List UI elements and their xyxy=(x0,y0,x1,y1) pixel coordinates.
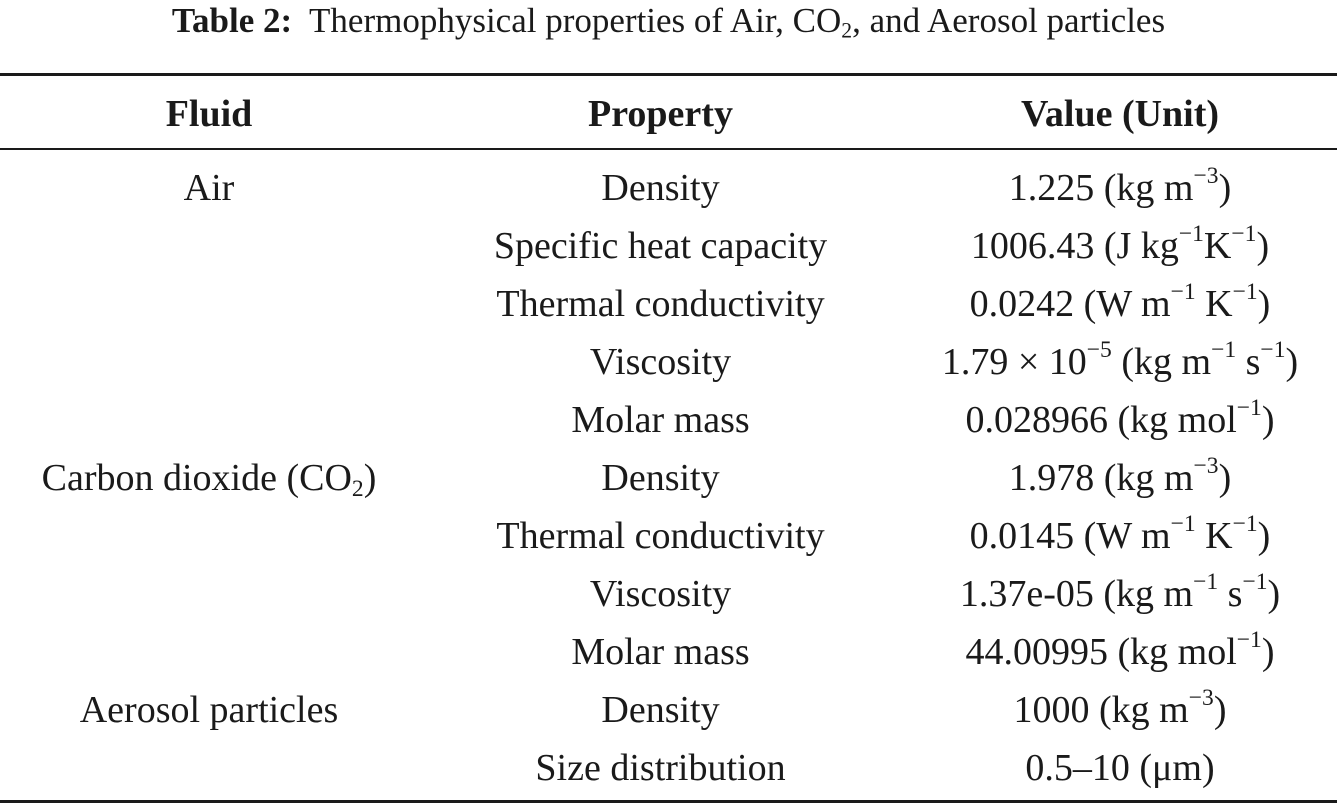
cell-value: 0.0242 (W m−1 K−1) xyxy=(969,279,1271,325)
table-row: Carbon dioxide (CO2) Density 1.978 (kg m−3… xyxy=(0,449,1337,507)
cell-value: 44.00995 (kg mol−1) xyxy=(965,627,1275,673)
header-property: Property xyxy=(588,93,733,135)
table-row: Thermal conductivity 0.0145 (W m−1 K−1) xyxy=(0,507,1337,565)
table-row: Viscosity 1.79 × 10−5 (kg m−1 s−1) xyxy=(0,333,1337,391)
cell-value: 0.028966 (kg mol−1) xyxy=(965,395,1275,441)
cell-value: 0.0145 (W m−1 K−1) xyxy=(969,511,1271,557)
header-value: Value (Unit) xyxy=(1020,93,1220,135)
table-row: Specific heat capacity 1006.43 (J kg−1K−1… xyxy=(0,217,1337,275)
cell-property: Viscosity xyxy=(589,341,732,383)
cell-value: 1.37e-05 (kg m−1 s−1) xyxy=(959,569,1281,615)
cell-value: 0.5–10 (μm) xyxy=(1025,747,1215,789)
cell-fluid: Air xyxy=(183,167,235,209)
cell-fluid: Carbon dioxide (CO2) xyxy=(41,457,377,502)
cell-value: 1006.43 (J kg−1K−1) xyxy=(970,221,1270,267)
table-row: Molar mass 44.00995 (kg mol−1) xyxy=(0,623,1337,681)
cell-value: 1.225 (kg m−3) xyxy=(1008,163,1232,209)
top-rule xyxy=(0,73,1337,76)
table-row: Molar mass 0.028966 (kg mol−1) xyxy=(0,391,1337,449)
cell-property: Thermal conductivity xyxy=(496,515,825,557)
cell-property: Thermal conductivity xyxy=(496,283,825,325)
cell-property: Molar mass xyxy=(571,631,750,673)
cell-property: Specific heat capacity xyxy=(493,225,828,267)
cell-value: 1.978 (kg m−3) xyxy=(1008,453,1232,499)
table-row: Size distribution 0.5–10 (μm) xyxy=(0,739,1337,797)
cell-property: Density xyxy=(601,689,720,731)
cell-fluid: Aerosol particles xyxy=(79,689,339,731)
cell-property: Molar mass xyxy=(571,399,750,441)
cell-property: Density xyxy=(601,457,720,499)
table-row: Aerosol particles Density 1000 (kg m−3) xyxy=(0,681,1337,739)
table-caption: Table 2: Thermophysical properties of Ai… xyxy=(0,0,1337,42)
table-caption-label: Table 2: xyxy=(171,1,293,40)
table-row: Viscosity 1.37e-05 (kg m−1 s−1) xyxy=(0,565,1337,623)
cell-value: 1.79 × 10−5 (kg m−1 s−1) xyxy=(941,337,1299,383)
cell-property: Size distribution xyxy=(535,747,786,789)
cell-property: Viscosity xyxy=(589,573,732,615)
cell-value: 1000 (kg m−3) xyxy=(1013,685,1227,731)
table-row: Air Density 1.225 (kg m−3) xyxy=(0,159,1337,217)
cell-property: Density xyxy=(601,167,720,209)
table-caption-text: Thermophysical properties of Air, CO2, a… xyxy=(309,1,1166,43)
table-header-row: Fluid Property Value (Unit) xyxy=(0,88,1337,140)
bottom-rule xyxy=(0,800,1337,803)
header-fluid: Fluid xyxy=(165,93,253,135)
table-row: Thermal conductivity 0.0242 (W m−1 K−1) xyxy=(0,275,1337,333)
header-rule xyxy=(0,148,1337,150)
